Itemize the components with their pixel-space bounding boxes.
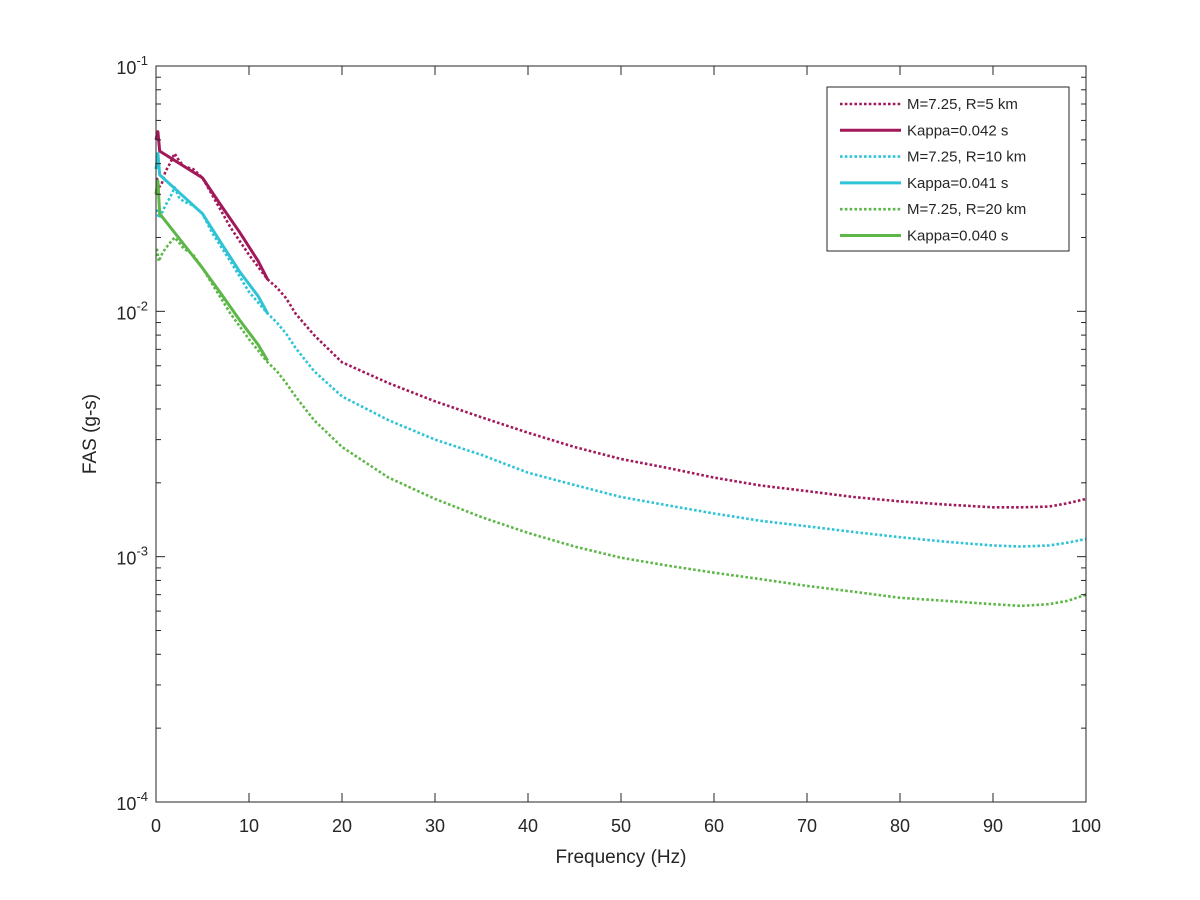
x-tick-label: 0 [151,816,161,836]
y-tick-label-exponent: -1 [136,53,148,68]
y-tick-label: 10-1 [116,53,148,78]
series-line-1 [155,152,1087,509]
y-tick-label-base: 10 [116,549,136,569]
series-layer [154,130,1087,608]
legend-label: M=7.25, R=20 km [907,201,1026,218]
x-tick-label: 70 [797,816,817,836]
y-tick-label: 10-4 [116,789,148,814]
y-tick-label-exponent: -4 [136,789,148,804]
legend-label: Kappa=0.041 s [907,175,1008,192]
x-tick-label: 10 [239,816,259,836]
series-line-5 [155,236,1087,608]
legend-label: M=7.25, R=10 km [907,149,1026,166]
x-tick-label: 80 [890,816,910,836]
y-tick-label: 10-2 [116,298,148,323]
series-line-3 [155,186,1087,548]
series-line-2 [154,130,269,281]
legend-label: M=7.25, R=5 km [907,96,1018,113]
legend-box [826,86,1070,252]
legend: M=7.25, R=5 km Kappa=0.042 s M=7.25, R=10 … [826,86,1070,252]
y-tick-label-base: 10 [116,303,136,323]
y-tick-label-exponent: -2 [136,298,148,313]
y-tick-label-base: 10 [116,58,136,78]
x-tick-label: 20 [332,816,352,836]
series-line-6 [154,179,269,362]
x-tick-label: 60 [704,816,724,836]
legend-label: Kappa=0.040 s [907,228,1008,245]
x-tick-label: 50 [611,816,631,836]
y-tick-label: 10-3 [116,544,148,569]
x-tick-label: 100 [1071,816,1101,836]
series-line-4 [154,152,269,315]
y-tick-label-base: 10 [116,794,136,814]
x-tick-label: 40 [518,816,538,836]
x-axis-label: Frequency (Hz) [556,847,687,868]
axes-frame [155,65,1087,803]
y-tick-label-exponent: -3 [136,544,148,559]
legend-label: Kappa=0.042 s [907,122,1008,139]
y-axis-label: FAS (g-s) [80,394,101,474]
x-tick-label: 30 [425,816,445,836]
x-tick-label: 90 [983,816,1003,836]
